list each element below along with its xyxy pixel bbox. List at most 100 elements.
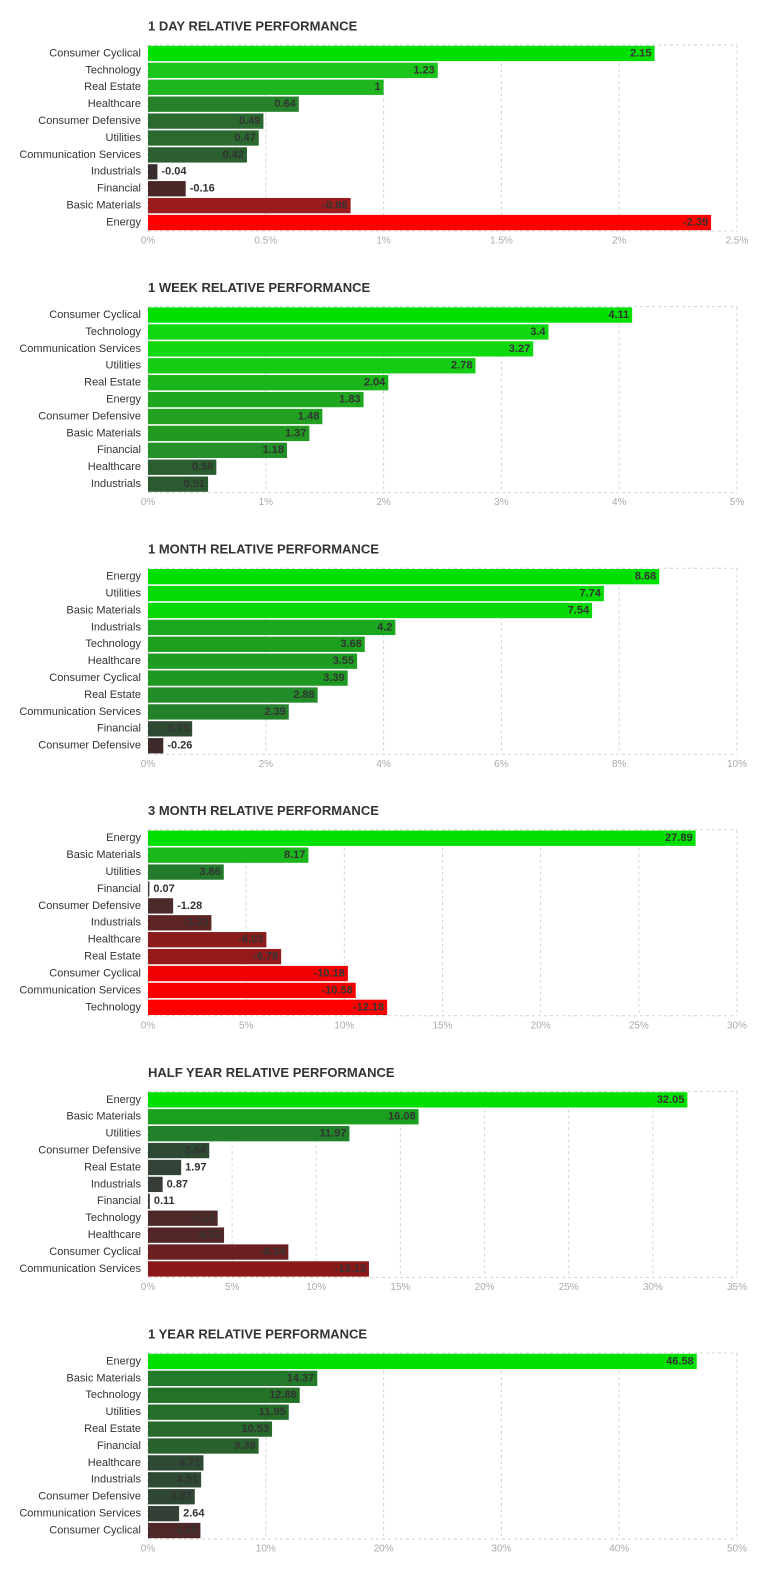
- x-tick-label: 1%: [376, 236, 391, 247]
- x-tick-label: 15%: [432, 1020, 452, 1031]
- chart-title: 1 MONTH RELATIVE PERFORMANCE: [148, 542, 379, 557]
- bar: [148, 45, 655, 62]
- bar: [148, 569, 660, 585]
- bar: [148, 408, 323, 425]
- value-label: 14.37: [287, 1372, 315, 1384]
- bar: [148, 847, 309, 863]
- bar: [148, 324, 549, 340]
- x-tick-label: 0%: [141, 236, 156, 247]
- chart-title: 1 YEAR RELATIVE PERFORMANCE: [148, 1326, 367, 1341]
- category-label: Utilities: [106, 132, 142, 144]
- value-label: -10.58: [322, 984, 353, 996]
- bar: [148, 636, 365, 652]
- category-label: Technology: [85, 1001, 141, 1013]
- x-tick-label: 3%: [494, 497, 509, 508]
- x-tick-label: 25%: [629, 1020, 649, 1031]
- value-label: -10.18: [314, 967, 345, 979]
- bar: [148, 1109, 419, 1125]
- category-label: Industrials: [91, 917, 142, 929]
- bar: [148, 1142, 210, 1159]
- bar: [148, 1261, 369, 1277]
- category-label: Energy: [106, 571, 141, 583]
- x-tick-label: 0%: [141, 1282, 156, 1293]
- bar: [148, 476, 209, 492]
- bar: [148, 898, 174, 914]
- value-label: 0.87: [167, 1178, 188, 1190]
- category-label: Consumer Cyclical: [49, 309, 141, 321]
- x-tick-label: 20%: [531, 1020, 551, 1031]
- bar: [148, 113, 264, 129]
- bar: [148, 1421, 273, 1437]
- category-label: Technology: [85, 64, 141, 76]
- category-label: Consumer Cyclical: [49, 672, 141, 684]
- category-label: Basic Materials: [66, 427, 141, 439]
- x-tick-label: 10%: [306, 1282, 326, 1293]
- category-label: Utilities: [106, 1406, 142, 1418]
- x-tick-label: 1%: [259, 497, 274, 508]
- value-label: 4.11: [608, 309, 629, 321]
- bar: [148, 932, 267, 948]
- value-label: 2.04: [364, 377, 386, 389]
- category-label: Real Estate: [84, 951, 141, 963]
- x-tick-label: 0.5%: [254, 236, 277, 247]
- category-label: Basic Materials: [66, 1372, 141, 1384]
- bar: [148, 948, 282, 965]
- x-tick-label: 2%: [259, 759, 274, 770]
- value-label: 4.2: [377, 621, 392, 633]
- value-label: -13.13: [335, 1263, 366, 1275]
- value-label: 9.39: [234, 1440, 255, 1452]
- bar: [148, 442, 288, 458]
- value-label: 7.54: [568, 604, 590, 616]
- bar: [148, 1092, 688, 1108]
- category-label: Industrials: [91, 166, 142, 178]
- x-tick-label: 5%: [225, 1282, 240, 1293]
- bar: [148, 881, 150, 897]
- bar: [148, 585, 604, 602]
- bar: [148, 164, 158, 180]
- value-label: 3.4: [530, 326, 546, 338]
- category-label: Industrials: [91, 621, 142, 633]
- value-label: -4.52: [196, 1229, 221, 1241]
- value-label: -3.23: [183, 917, 208, 929]
- category-label: Technology: [85, 1389, 141, 1401]
- bar: [148, 197, 351, 214]
- x-tick-label: 25%: [559, 1282, 579, 1293]
- x-tick-label: 10%: [256, 1544, 276, 1555]
- x-tick-label: 5%: [730, 497, 745, 508]
- value-label: 3.97: [170, 1491, 191, 1503]
- category-label: Financial: [97, 723, 141, 735]
- value-label: 11.97: [320, 1128, 347, 1140]
- x-tick-label: 5%: [239, 1020, 254, 1031]
- category-label: Healthcare: [88, 934, 141, 946]
- category-label: Consumer Cyclical: [49, 1246, 141, 1258]
- value-label: 3.39: [323, 672, 344, 684]
- bar: [148, 1126, 350, 1142]
- category-label: Basic Materials: [66, 849, 141, 861]
- x-tick-label: 35%: [727, 1282, 747, 1293]
- value-label: -4.14: [190, 1212, 216, 1224]
- bar: [148, 1489, 195, 1505]
- category-label: Utilities: [106, 587, 142, 599]
- bar: [148, 425, 310, 442]
- bar: [148, 391, 364, 408]
- category-label: Communication Services: [19, 149, 141, 161]
- category-label: Healthcare: [88, 461, 141, 473]
- category-label: Financial: [97, 1195, 141, 1207]
- bar: [148, 341, 534, 357]
- category-label: Healthcare: [88, 1457, 141, 1469]
- value-label: 3.64: [185, 1144, 207, 1156]
- value-label: 3.27: [509, 343, 530, 355]
- category-label: Consumer Cyclical: [49, 1524, 141, 1536]
- category-label: Utilities: [106, 360, 142, 372]
- value-label: 2.64: [183, 1508, 205, 1520]
- x-tick-label: 10%: [334, 1020, 354, 1031]
- bar: [148, 214, 712, 231]
- value-label: -1.28: [177, 900, 202, 912]
- value-label: -0.16: [190, 183, 215, 195]
- value-label: 3.55: [333, 655, 354, 667]
- x-tick-label: 30%: [491, 1544, 511, 1555]
- x-tick-label: 6%: [494, 759, 509, 770]
- bar: [148, 307, 633, 323]
- value-label: 0.75: [168, 723, 189, 735]
